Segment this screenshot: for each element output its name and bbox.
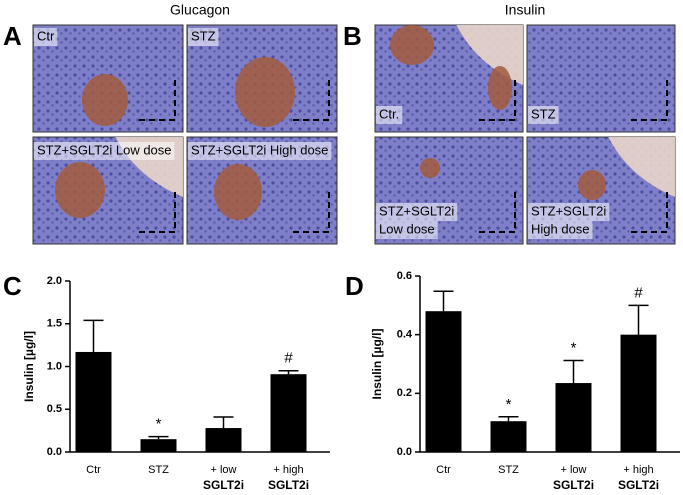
image-caption: Low dose — [379, 221, 435, 236]
caption-bg — [528, 221, 593, 239]
y-tick-label: 0.6 — [397, 270, 412, 282]
significance-mark: * — [156, 416, 162, 433]
image-caption: STZ+SGLT2i — [379, 203, 454, 218]
panel-title: Insulin — [505, 2, 545, 18]
image-caption: Ctr. — [379, 106, 399, 121]
significance-mark: # — [284, 350, 293, 367]
x-tick-label: + high — [273, 464, 303, 476]
panel-letter: B — [343, 21, 362, 51]
x-tick-label: Ctr — [436, 464, 451, 476]
x-tick-label: STZ — [498, 464, 519, 476]
caption-bg — [376, 221, 438, 239]
y-axis-label: Insulin [µg/l] — [22, 331, 36, 402]
y-tick-label: 1.5 — [47, 318, 62, 330]
image-caption: STZ+SGLT2i — [531, 203, 606, 218]
islet — [390, 25, 434, 65]
micrograph: STZ+SGLT2i High dose — [186, 136, 338, 245]
bar — [425, 311, 462, 452]
y-tick-label: 0.5 — [47, 403, 62, 415]
micrograph: Ctr — [32, 24, 184, 133]
image-caption: High dose — [531, 221, 590, 236]
scale-bar — [630, 80, 668, 121]
caption-bg — [376, 203, 458, 221]
panel-letter: A — [3, 21, 22, 51]
panel-letter: C — [3, 271, 22, 301]
y-tick-label: 1.0 — [47, 360, 62, 372]
significance-mark: * — [571, 339, 577, 356]
y-tick-label: 0.0 — [47, 446, 62, 458]
x-tick-label: + low — [211, 464, 237, 476]
scale-bar — [478, 80, 516, 121]
image-caption: STZ — [531, 106, 556, 121]
bar — [555, 383, 592, 452]
x-tick-sublabel: SGLT2i — [203, 478, 244, 492]
y-tick-label: 0.0 — [397, 446, 412, 458]
micrograph: STZ+SGLT2i Low dose — [374, 136, 524, 245]
x-tick-label: + high — [623, 464, 653, 476]
micrograph: STZ+SGLT2i High dose — [526, 136, 676, 245]
x-tick-label: + low — [561, 464, 587, 476]
micrograph-vessel — [608, 137, 675, 197]
panel-letter: D — [345, 271, 364, 301]
y-tick-label: 2.0 — [47, 275, 62, 287]
bar — [490, 421, 527, 452]
x-tick-sublabel: SGLT2i — [268, 478, 309, 492]
bar — [205, 428, 242, 452]
islet — [214, 164, 262, 220]
islet — [420, 158, 440, 178]
scale-bar — [630, 192, 668, 233]
micrograph: STZ+SGLT2i Low dose — [32, 136, 184, 245]
image-caption: STZ+SGLT2i High dose — [191, 142, 328, 157]
scale-bar — [478, 192, 516, 233]
islet — [235, 57, 295, 127]
bar — [620, 334, 657, 452]
caption-bg — [188, 142, 332, 160]
bar — [140, 439, 177, 452]
caption-bg — [528, 106, 559, 124]
bar — [270, 374, 307, 452]
significance-mark: # — [634, 284, 643, 301]
x-tick-sublabel: SGLT2i — [553, 478, 594, 492]
y-tick-label: 0.4 — [397, 329, 413, 341]
image-caption: STZ — [191, 28, 216, 43]
image-caption: STZ+SGLT2i Low dose — [37, 142, 172, 157]
scale-bar — [138, 192, 176, 233]
islet — [578, 170, 606, 200]
scale-bar — [292, 80, 330, 121]
significance-mark: * — [506, 396, 512, 413]
caption-bg — [528, 203, 610, 221]
image-caption: Ctr — [37, 28, 55, 43]
islet — [55, 162, 105, 218]
scale-bar — [138, 80, 176, 121]
bar — [75, 351, 112, 452]
caption-bg — [34, 28, 58, 46]
panel-title: Glucagon — [170, 2, 230, 18]
caption-bg — [376, 106, 403, 124]
micrograph: STZ — [186, 24, 338, 133]
caption-bg — [188, 28, 219, 46]
islet — [82, 74, 128, 126]
caption-bg — [34, 142, 175, 160]
scale-bar — [292, 192, 330, 233]
x-tick-sublabel: SGLT2i — [618, 478, 659, 492]
x-tick-label: STZ — [148, 464, 169, 476]
x-tick-label: Ctr — [86, 464, 101, 476]
y-tick-label: 0.2 — [397, 387, 412, 399]
micrograph: STZ — [488, 24, 676, 133]
islet — [488, 66, 512, 110]
y-axis-label: Insulin [µg/l] — [370, 329, 384, 400]
